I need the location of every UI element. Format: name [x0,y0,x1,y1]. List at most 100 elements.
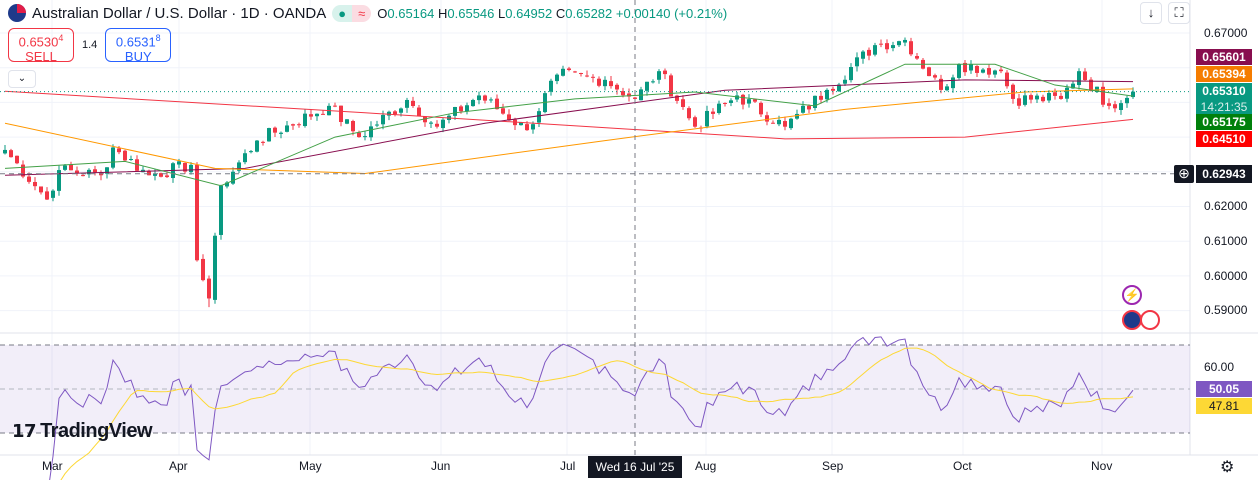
candle [1107,103,1111,106]
candle [357,132,361,138]
scroll-down-button[interactable]: ↓ [1140,2,1162,24]
candle [855,57,859,67]
candle [747,99,751,104]
candle [237,162,241,171]
usd-event-icon[interactable] [1140,310,1160,330]
candle [459,106,463,112]
time-tick: Jun [431,459,451,473]
time-tick: Apr [169,459,188,473]
candle [819,95,823,100]
candle [537,111,541,123]
price-tick: 0.61000 [1204,234,1248,248]
candle [69,164,73,171]
candle [321,113,325,115]
candle [297,124,301,126]
candle [867,49,871,56]
candle [273,127,277,133]
candle [87,169,91,175]
candle [213,235,217,300]
candle [483,95,487,101]
fullscreen-button[interactable]: ⛶ [1168,2,1190,24]
candle [387,111,391,116]
symbol-title[interactable]: Australian Dollar / U.S. Dollar · 1D · O… [32,4,327,22]
candle [645,81,649,91]
rsi-ma-line [60,347,1134,480]
candle [873,45,877,55]
candle [159,173,163,177]
time-tick: Jul [560,459,576,473]
candle [1059,95,1063,99]
candle [969,64,973,71]
candle [147,170,151,176]
candle [813,95,817,108]
candle [1047,92,1051,101]
buy-button[interactable]: 0.65318 BUY [105,28,172,64]
candle [939,78,943,90]
candle [897,41,901,46]
candle [261,141,265,143]
candle [705,110,709,127]
collapse-legend-button[interactable]: ⌄ [8,70,36,88]
candle [57,170,61,191]
candle [909,41,913,55]
rsi-value-label: 50.05 [1196,381,1252,397]
candle [777,119,781,125]
candle [591,76,595,78]
candle [759,102,763,115]
candle [1113,104,1117,109]
symbol-header: Australian Dollar / U.S. Dollar · 1D · O… [8,4,727,22]
lightning-event-icon[interactable]: ⚡ [1122,285,1142,305]
candle [903,39,907,43]
settings-gear-icon[interactable]: ⚙ [1220,459,1235,476]
candle [549,80,553,92]
price-tick: 0.67000 [1204,26,1248,40]
candle [393,111,397,115]
candle [657,71,661,80]
candle [345,119,349,124]
add-alert-plus-icon[interactable]: ⊕ [1174,165,1194,183]
candle [9,150,13,158]
candle [597,78,601,86]
candle [1005,72,1009,87]
wave-icon: ≈ [352,4,372,22]
candle [255,140,259,152]
candle [15,155,19,164]
candle [435,123,439,127]
candle [789,118,793,129]
tradingview-logo-icon: 𝟭𝟳 [12,421,37,441]
candle [303,113,307,127]
candle [567,68,571,71]
rsi-ma-label: 47.81 [1196,398,1252,414]
candle [807,105,811,110]
candle [507,114,511,121]
candle [831,88,835,91]
candle [3,149,7,154]
candle [405,99,409,108]
candle [27,176,31,182]
candle [585,75,589,77]
candle [381,114,385,125]
candle [615,84,619,90]
candle [975,65,979,73]
candle [1053,92,1057,96]
candle [669,75,673,97]
aud-event-icon[interactable] [1122,310,1142,330]
rsi-tick: 60.00 [1204,360,1235,374]
candle [1089,79,1093,91]
crosshair-price-label: 0.62943 [1196,165,1252,183]
candle [135,159,139,171]
candle [1065,87,1069,99]
status-pill[interactable]: ● ≈ [332,4,372,22]
candle [1071,83,1075,89]
candle [249,151,253,153]
tradingview-logo[interactable]: 𝟭𝟳 TradingView [12,420,153,442]
candle [723,102,727,104]
candle [489,99,493,101]
candle [363,136,367,138]
candle [45,191,49,200]
sell-button[interactable]: 0.65304 SELL [8,28,74,64]
candle [735,95,739,100]
candle [471,99,475,107]
candle [687,108,691,119]
